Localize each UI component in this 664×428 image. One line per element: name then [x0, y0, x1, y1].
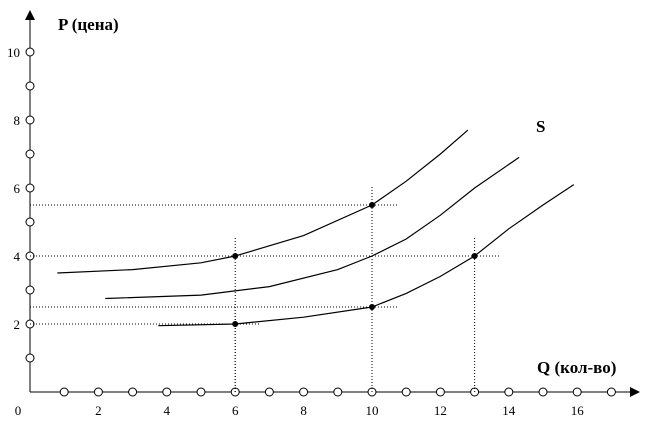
supply-curve: [105, 156, 520, 300]
y-tick-circle: [25, 149, 35, 159]
x-tick-circle: [606, 387, 616, 397]
x-tick-circle: [333, 387, 343, 397]
x-tick-circle: [401, 387, 411, 397]
x-tick-label: 16: [571, 403, 585, 418]
x-tick-label: 6: [232, 403, 239, 418]
x-tick-label: 4: [164, 403, 171, 418]
annotation: S: [536, 117, 545, 136]
y-tick-label: 4: [14, 249, 21, 264]
x-tick-circle: [264, 387, 274, 397]
y-tick-circle: [25, 217, 35, 227]
x-tick-circle: [59, 387, 69, 397]
supply-curve: [57, 129, 469, 274]
x-tick-circle: [128, 387, 138, 397]
x-tick-circle: [538, 387, 548, 397]
point: [471, 253, 478, 259]
x-tick-circle: [162, 387, 172, 397]
point: [232, 253, 239, 259]
supply-curve: [158, 184, 575, 327]
x-tick-circle: [93, 387, 103, 397]
x-tick-circle: [435, 387, 445, 397]
x-arrow: [630, 387, 640, 397]
x-tick-circle: [504, 387, 514, 397]
y-tick-label: 6: [14, 181, 21, 196]
x-tick-label: 10: [366, 403, 379, 418]
y-tick-circle: [25, 183, 35, 193]
y-tick-label: 2: [14, 317, 21, 332]
y-tick-circle: [25, 353, 35, 363]
point: [232, 321, 239, 327]
x-tick-circle: [299, 387, 309, 397]
y-tick-circle: [25, 285, 35, 295]
point: [369, 304, 375, 310]
point: [369, 202, 375, 208]
x-tick-circle: [196, 387, 206, 397]
y-arrow: [25, 10, 35, 20]
y-tick-label: 8: [14, 113, 21, 128]
x-tick-label: 2: [95, 403, 102, 418]
y-tick-circle: [25, 115, 35, 125]
x-tick-label: 14: [502, 403, 516, 418]
y-tick-circle: [25, 81, 35, 91]
x-tick-circle: [572, 387, 582, 397]
y-axis-label: P (цена): [58, 15, 119, 34]
x-tick-label: 0: [15, 403, 22, 418]
x-tick-label: 8: [300, 403, 307, 418]
x-tick-label: 12: [434, 403, 447, 418]
y-tick-circle: [25, 47, 35, 57]
x-axis-label: Q (кол-во): [537, 358, 616, 377]
y-tick-label: 10: [7, 45, 20, 60]
